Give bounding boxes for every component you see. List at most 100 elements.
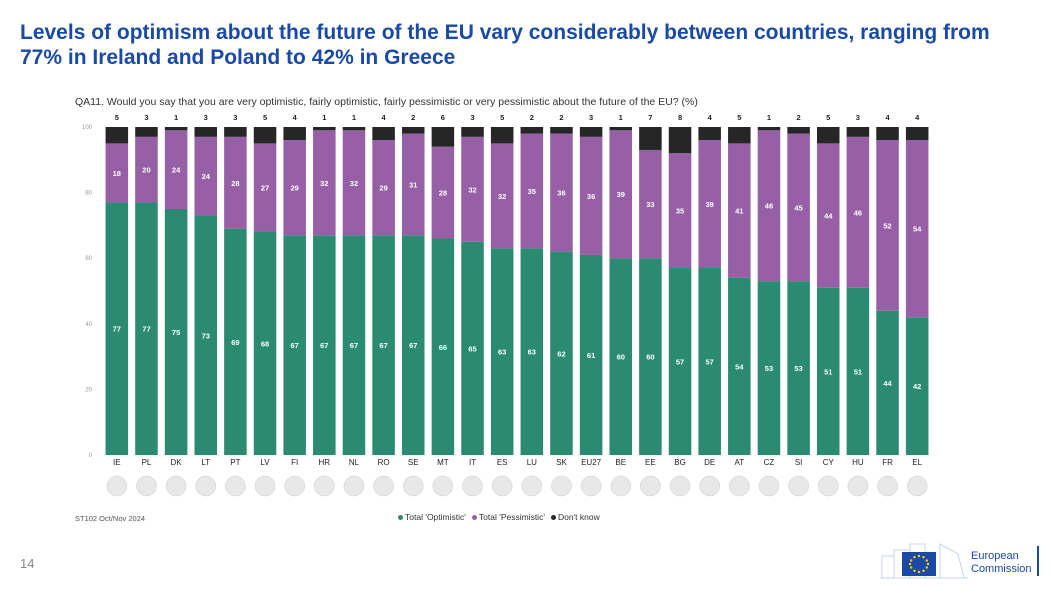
data-label-dont-know: 3 xyxy=(589,113,593,122)
data-label-dont-know: 5 xyxy=(263,113,267,122)
data-label-optimistic: 44 xyxy=(883,379,892,388)
bar-optimistic xyxy=(313,235,336,455)
bar-optimistic xyxy=(135,202,158,455)
bar-pessimistic xyxy=(372,140,395,236)
data-label-dont-know: 5 xyxy=(500,113,504,122)
bar-pessimistic xyxy=(164,130,188,209)
data-label-pessimistic: 39 xyxy=(617,190,625,199)
bar-dont-know xyxy=(105,127,129,144)
source-note: ST102 Oct/Nov 2024 xyxy=(75,514,146,523)
bar-dont-know xyxy=(876,127,899,141)
country-flag-icon xyxy=(818,475,839,497)
data-label-pessimistic: 24 xyxy=(172,166,181,175)
bar-pessimistic xyxy=(490,143,514,249)
data-label-dont-know: 2 xyxy=(559,113,563,122)
data-label-dont-know: 4 xyxy=(382,113,387,122)
bar-pessimistic xyxy=(194,136,218,216)
bar-optimistic xyxy=(401,235,425,455)
data-label-pessimistic: 18 xyxy=(113,169,121,178)
data-label-optimistic: 67 xyxy=(379,341,387,350)
bar-optimistic xyxy=(876,310,899,455)
data-label-pessimistic: 35 xyxy=(676,207,684,216)
y-tick-label: 60 xyxy=(85,256,92,262)
data-label-dont-know: 2 xyxy=(797,113,801,122)
bar-optimistic xyxy=(105,202,129,455)
bar-dont-know xyxy=(401,127,425,134)
data-label-optimistic: 65 xyxy=(468,344,476,353)
bar-dont-know xyxy=(194,127,218,137)
bar-pessimistic xyxy=(876,140,899,311)
bar-optimistic xyxy=(609,258,633,455)
x-tick-label: EU27 xyxy=(581,458,602,467)
data-label-optimistic: 67 xyxy=(320,341,328,350)
data-label-dont-know: 3 xyxy=(470,113,474,122)
data-label-dont-know: 5 xyxy=(115,113,119,122)
country-flag-icon xyxy=(195,475,216,497)
data-label-pessimistic: 33 xyxy=(646,200,654,209)
bar-dont-know xyxy=(846,127,870,137)
x-tick-label: IT xyxy=(469,458,476,467)
data-label-dont-know: 1 xyxy=(619,113,623,122)
legend-label-optimistic: Total 'Optimistic' xyxy=(405,512,466,522)
country-flag-icon xyxy=(491,475,513,497)
y-tick-label: 20 xyxy=(85,387,92,393)
legend-label-pessimistic: Total 'Pessimistic' xyxy=(478,512,545,522)
x-tick-label: AT xyxy=(735,458,745,467)
bar-dont-know xyxy=(550,127,573,134)
data-label-dont-know: 1 xyxy=(174,113,178,122)
data-label-optimistic: 67 xyxy=(350,341,358,350)
bar-optimistic xyxy=(164,209,188,455)
european-commission-logo: European Commission xyxy=(880,540,1045,582)
bar-optimistic xyxy=(253,231,277,455)
bar-optimistic xyxy=(342,235,366,455)
x-tick-label: LT xyxy=(201,458,210,467)
bar-pessimistic xyxy=(728,143,751,278)
data-label-pessimistic: 32 xyxy=(350,179,358,188)
data-label-optimistic: 54 xyxy=(735,362,744,371)
data-label-optimistic: 60 xyxy=(617,353,625,362)
data-label-pessimistic: 36 xyxy=(557,189,565,198)
bar-dont-know xyxy=(668,127,692,154)
bar-optimistic xyxy=(490,248,514,455)
country-flag-icon xyxy=(432,475,454,497)
data-label-pessimistic: 54 xyxy=(913,225,922,234)
data-label-pessimistic: 32 xyxy=(468,185,476,194)
data-label-pessimistic: 39 xyxy=(706,200,714,209)
data-label-dont-know: 2 xyxy=(530,113,534,122)
x-tick-label: DE xyxy=(704,458,715,467)
bar-pessimistic xyxy=(431,146,455,239)
x-tick-label: DK xyxy=(171,458,183,467)
data-label-dont-know: 1 xyxy=(352,113,356,122)
country-flag-icon xyxy=(580,475,602,497)
data-label-optimistic: 53 xyxy=(765,364,773,373)
bar-pessimistic xyxy=(342,130,366,236)
data-label-pessimistic: 24 xyxy=(202,172,211,181)
bar-pessimistic xyxy=(135,136,158,203)
x-tick-label: IE xyxy=(113,458,121,467)
legend-marker-pessimistic xyxy=(471,514,477,520)
bar-optimistic xyxy=(431,238,455,455)
data-label-dont-know: 8 xyxy=(678,113,682,122)
country-flag-icon xyxy=(640,475,661,497)
logo-text: European Commission xyxy=(971,550,1032,576)
bar-optimistic xyxy=(787,281,810,455)
data-label-dont-know: 3 xyxy=(204,113,208,122)
x-tick-label: HU xyxy=(852,458,864,467)
logo-line-1: European xyxy=(971,550,1019,562)
survey-question: QA11. Would you say that you are very op… xyxy=(75,96,698,108)
country-flag-icon xyxy=(225,475,246,497)
data-label-optimistic: 57 xyxy=(676,358,684,367)
bar-pessimistic xyxy=(787,133,810,282)
data-label-pessimistic: 44 xyxy=(824,212,833,221)
data-label-dont-know: 3 xyxy=(144,113,148,122)
country-flag-icon xyxy=(106,475,128,497)
country-flag-icon xyxy=(699,475,720,497)
bar-dont-know xyxy=(342,127,366,131)
bar-optimistic xyxy=(194,215,218,455)
x-tick-label: SI xyxy=(795,458,803,467)
bar-pessimistic xyxy=(550,133,573,252)
data-label-optimistic: 60 xyxy=(646,353,654,362)
bar-pessimistic xyxy=(253,143,277,232)
legend-label-dont-know: Don't know xyxy=(557,512,600,522)
data-label-pessimistic: 45 xyxy=(794,203,802,212)
